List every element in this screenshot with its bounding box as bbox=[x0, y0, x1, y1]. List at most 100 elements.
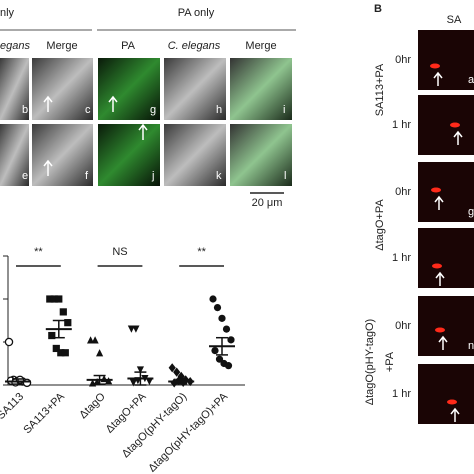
arrow bbox=[43, 95, 148, 176]
point bbox=[211, 347, 219, 355]
point bbox=[96, 349, 104, 357]
image bbox=[418, 95, 474, 155]
row-label: SA113+PA bbox=[374, 63, 386, 116]
fluorescence bbox=[430, 63, 440, 69]
image bbox=[418, 228, 474, 288]
point bbox=[4, 337, 14, 347]
fluorescence bbox=[431, 187, 441, 193]
image-letter: e bbox=[22, 170, 28, 182]
arrow bbox=[434, 195, 444, 210]
x-tick-label: SA113 bbox=[0, 391, 26, 422]
significance-label: ** bbox=[197, 246, 206, 258]
arrow bbox=[433, 71, 443, 86]
column-label: Merge bbox=[46, 40, 77, 52]
point bbox=[129, 379, 137, 387]
point bbox=[22, 378, 32, 388]
time-lapse-images bbox=[418, 30, 474, 424]
image bbox=[0, 58, 29, 120]
point bbox=[145, 377, 153, 386]
image bbox=[164, 124, 226, 186]
arrow bbox=[435, 271, 445, 286]
image bbox=[0, 124, 29, 186]
point bbox=[170, 378, 178, 388]
time-label: 1 hr bbox=[392, 119, 411, 131]
time-label: 1 hr bbox=[392, 388, 411, 400]
image-letter: b bbox=[22, 104, 28, 116]
point bbox=[227, 336, 235, 344]
micrographs bbox=[0, 58, 292, 186]
point bbox=[52, 344, 60, 353]
fluorescence bbox=[432, 263, 442, 269]
column-label: PA bbox=[121, 40, 136, 52]
image bbox=[418, 30, 474, 90]
row-label: +PA bbox=[384, 351, 396, 372]
point bbox=[91, 336, 99, 344]
image bbox=[230, 124, 292, 186]
point bbox=[59, 308, 67, 316]
image-letter: g bbox=[468, 206, 474, 218]
point bbox=[215, 355, 224, 363]
x-tick-label: ΔtagO(pHY-tagO)+PA bbox=[146, 390, 230, 474]
image-letter: i bbox=[283, 104, 285, 116]
point bbox=[209, 295, 217, 303]
header-left: nly bbox=[0, 7, 15, 19]
point bbox=[136, 366, 144, 374]
image-letter: n bbox=[468, 340, 474, 352]
time-label: 1 hr bbox=[392, 252, 411, 264]
significance-label: ** bbox=[34, 246, 43, 258]
point bbox=[218, 314, 226, 322]
image bbox=[98, 124, 160, 186]
image-letter: k bbox=[216, 170, 222, 182]
panel-label: B bbox=[374, 3, 382, 15]
point bbox=[168, 363, 176, 373]
point bbox=[222, 325, 231, 333]
arrow bbox=[438, 335, 448, 350]
point bbox=[50, 295, 58, 303]
image-letter: f bbox=[85, 170, 89, 182]
image bbox=[418, 296, 474, 356]
point bbox=[177, 371, 185, 381]
image-letter: j bbox=[151, 170, 154, 182]
x-tick-label: SA113+PA bbox=[21, 390, 67, 436]
image bbox=[32, 124, 93, 186]
point bbox=[224, 362, 233, 370]
column-label: egans bbox=[0, 40, 30, 52]
image-letter: h bbox=[216, 104, 222, 116]
scale-label: 20 μm bbox=[252, 197, 283, 209]
time-label: 0hr bbox=[395, 186, 411, 198]
fluorescence bbox=[450, 122, 460, 128]
header-right: PA only bbox=[178, 7, 215, 19]
row-label: ΔtagO+PA bbox=[374, 199, 386, 251]
image-letter: a bbox=[468, 74, 474, 86]
image bbox=[164, 58, 226, 120]
point bbox=[46, 295, 54, 303]
image bbox=[230, 58, 292, 120]
point bbox=[64, 319, 72, 327]
time-label: 0hr bbox=[395, 54, 411, 66]
image-letter: g bbox=[150, 104, 156, 116]
point bbox=[213, 304, 222, 312]
arrow bbox=[450, 407, 460, 422]
x-tick-label: ΔtagO bbox=[77, 390, 108, 421]
point bbox=[57, 349, 65, 357]
point bbox=[173, 367, 181, 377]
arrow bbox=[453, 130, 463, 145]
column-label: Merge bbox=[245, 40, 276, 52]
image bbox=[418, 162, 474, 222]
image bbox=[32, 58, 93, 120]
image-letter: l bbox=[284, 170, 286, 182]
point bbox=[61, 349, 69, 357]
fluorescence bbox=[435, 327, 445, 333]
point bbox=[132, 325, 140, 333]
image bbox=[98, 58, 160, 120]
column-label: SA bbox=[447, 14, 462, 26]
point bbox=[55, 295, 63, 303]
point bbox=[48, 331, 56, 340]
time-label: 0hr bbox=[395, 320, 411, 332]
image-letter: c bbox=[85, 104, 91, 116]
column-label: C. elegans bbox=[168, 40, 221, 52]
